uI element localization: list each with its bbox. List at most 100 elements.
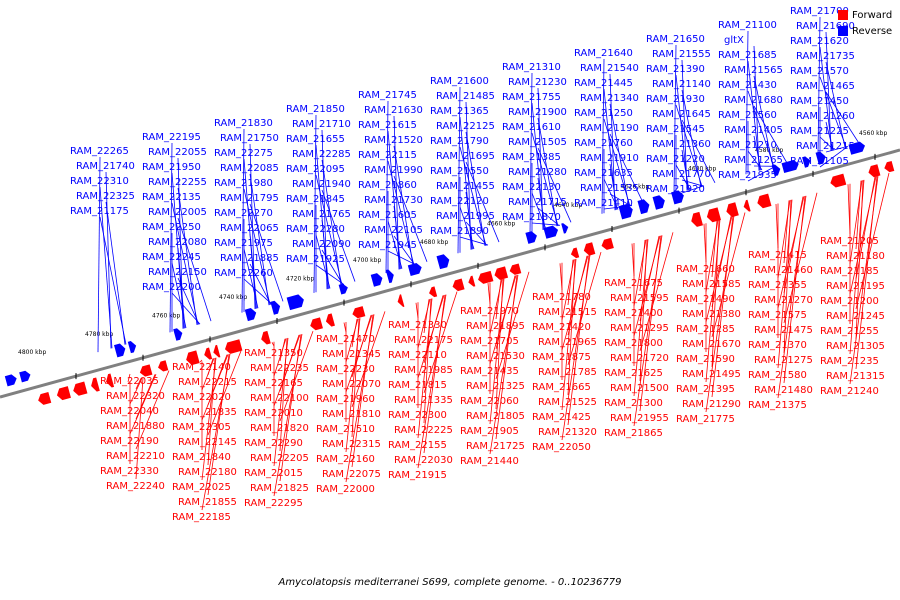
gene-label: RAM_21705 [460, 336, 519, 347]
gene-leader-line [489, 279, 503, 335]
gene-leader-line [537, 207, 560, 226]
forward-gene-arrow [106, 373, 115, 388]
gene-label: RAM_21655 [286, 134, 345, 145]
gene-leader-line [393, 205, 402, 269]
gene-leader-line [537, 117, 558, 227]
gene-label: RAM_21310 [502, 62, 561, 73]
gene-label: RAM_21420 [532, 322, 591, 333]
gene-label: RAM_21550 [430, 166, 489, 177]
gene-label: RAM_22125 [436, 121, 495, 132]
gene-label: RAM_21515 [538, 307, 597, 318]
gene-label: RAM_21330 [388, 320, 447, 331]
gene-label: RAM_21445 [574, 78, 633, 89]
gene-label: RAM_22270 [214, 208, 273, 219]
gene-label: RAM_22180 [178, 467, 237, 478]
gene-label: RAM_21995 [436, 211, 495, 222]
gene-leader-line [135, 370, 170, 450]
gene-label: RAM_21885 [220, 253, 279, 264]
gene-label: RAM_21465 [796, 81, 855, 92]
gene-label: RAM_22005 [148, 207, 207, 218]
forward-gene-arrow [261, 330, 271, 345]
gene-leader-line [753, 135, 762, 171]
legend-reverse: Reverse [838, 23, 892, 39]
reverse-gene-arrow [286, 294, 304, 311]
gene-label: RAM_21765 [292, 209, 351, 220]
gene-leader-line [601, 58, 605, 214]
forward-gene-arrow [352, 306, 366, 319]
gene-label: RAM_22065 [220, 223, 279, 234]
gene-leader-line [273, 338, 287, 377]
gene-label: RAM_21185 [820, 266, 879, 277]
gene-label: RAM_22040 [100, 406, 159, 417]
gene-label: RAM_22305 [172, 422, 231, 433]
gene-label: RAM_22085 [220, 163, 279, 174]
gene-leader-line [129, 374, 157, 435]
gene-label: RAM_21180 [826, 251, 885, 262]
gene-label: RAM_21660 [676, 264, 735, 275]
gene-label: RAM_22250 [142, 222, 201, 233]
gene-leader-line [315, 144, 329, 290]
gene-leader-line [561, 255, 589, 351]
gene-label: RAM_21730 [364, 195, 423, 206]
gene-leader-line [99, 186, 113, 349]
gene-label: RAM_21760 [574, 138, 633, 149]
gene-label: RAM_21895 [466, 321, 525, 332]
forward-gene-arrow [224, 339, 243, 354]
gene-label: RAM_22255 [148, 177, 207, 188]
genome-caption: Amycolatopsis mediterranei S699, complet… [278, 577, 622, 588]
gene-label: RAM_21620 [790, 36, 849, 47]
gene-leader-line [495, 271, 530, 380]
gene-leader-line [777, 199, 793, 369]
forward-gene-arrow [429, 286, 438, 298]
reverse-gene-arrow [436, 254, 450, 270]
gene-leader-line [243, 278, 273, 305]
forward-gene-arrow [884, 160, 895, 173]
reverse-gene-arrow [525, 231, 537, 244]
gene-label: RAM_21570 [790, 66, 849, 77]
gene-leader-line [817, 16, 821, 155]
gene-leader-line [819, 46, 833, 151]
gene-label: RAM_22215 [178, 377, 237, 388]
gene-label: RAM_21105 [790, 156, 849, 167]
gene-leader-line [747, 90, 775, 167]
gene-label: RAM_21860 [358, 180, 417, 191]
forward-gene-arrow [325, 313, 335, 327]
gene-label: RAM_21460 [754, 265, 813, 276]
gene-leader-line [609, 133, 644, 203]
gene-label: RAM_21585 [682, 279, 741, 290]
gene-leader-line [345, 314, 373, 393]
gene-label: RAM_21785 [538, 367, 597, 378]
gene-leader-line [99, 216, 127, 345]
gene-label: RAM_21970 [460, 306, 519, 317]
reverse-gene-arrow [802, 156, 811, 168]
gene-leader-line [825, 146, 848, 153]
gene-leader-line [705, 215, 735, 413]
gene-leader-line [177, 217, 212, 322]
gene-label: RAM_22175 [394, 335, 453, 346]
reverse-gene-arrow [543, 225, 559, 239]
gene-leader-line [457, 86, 461, 254]
gene-leader-line [97, 156, 101, 353]
forward-gene-arrow [509, 263, 522, 275]
legend: Forward Reverse [838, 7, 892, 39]
gene-label: RAM_22030 [394, 455, 453, 466]
gene-leader-line [561, 258, 577, 411]
gene-leader-line [745, 30, 749, 175]
gene-label: RAM_21870 [502, 212, 561, 223]
gene-leader-line [705, 219, 719, 293]
gene-label: RAM_22330 [100, 466, 159, 477]
gene-leader-line [849, 176, 877, 295]
gene-label: RAM_21925 [286, 254, 345, 265]
gene-leader-line [777, 200, 791, 279]
forward-gene-arrow [468, 275, 476, 287]
legend-reverse-label: Reverse [852, 25, 893, 37]
gene-leader-line [855, 172, 890, 310]
forward-gene-arrow [478, 270, 494, 284]
gene-label: RAM_21215 [796, 141, 855, 152]
genome-axis [0, 148, 900, 399]
gene-label: RAM_21815 [388, 380, 447, 391]
gene-label: RAM_21225 [790, 126, 849, 137]
gene-leader-line [705, 216, 733, 323]
gene-leader-line [531, 132, 559, 226]
gene-label: RAM_21955 [610, 413, 669, 424]
